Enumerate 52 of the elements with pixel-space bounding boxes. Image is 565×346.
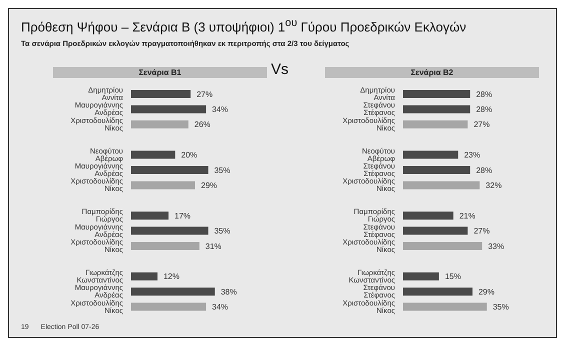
data-label: 34%	[212, 105, 228, 114]
data-label: 33%	[488, 242, 504, 251]
bar	[403, 120, 468, 128]
bar	[403, 181, 480, 190]
bar	[403, 166, 470, 174]
bar	[131, 242, 200, 250]
bar	[403, 272, 439, 280]
data-label: 35%	[492, 302, 509, 312]
bar	[131, 166, 208, 174]
bar	[403, 242, 482, 250]
data-label: 34%	[212, 302, 228, 312]
data-label: 32%	[486, 181, 502, 190]
bar	[131, 181, 196, 190]
chart-title: Σενάρια Β2	[325, 67, 539, 78]
bar	[403, 212, 454, 220]
data-label: 12%	[163, 272, 180, 282]
bar	[131, 288, 215, 296]
data-label: 27%	[474, 226, 490, 236]
chart-title: Σενάρια Β1	[53, 67, 267, 78]
data-label: 28%	[476, 105, 492, 114]
data-label: 38%	[220, 287, 237, 296]
text: Πρόθεση Ψήφου – Σενάρια Β (3 υποψήφιοι) 1$^{ου}$ Γύρου Προεδρικών Εκλογών	[21, 17, 466, 34]
bar	[131, 272, 158, 280]
data-label: 31%	[205, 242, 222, 251]
bar	[403, 150, 458, 159]
data-label: 29%	[478, 287, 495, 296]
data-label: 17%	[174, 211, 191, 220]
data-label: 15%	[444, 272, 461, 282]
data-label: 20%	[181, 150, 198, 160]
bar	[403, 90, 470, 98]
bar	[131, 120, 188, 128]
bar	[403, 226, 468, 235]
bar	[131, 226, 208, 235]
bar	[131, 150, 176, 159]
bar	[131, 302, 206, 311]
data-label: 28%	[476, 90, 492, 99]
data-label: 35%	[214, 226, 230, 236]
bar	[403, 288, 472, 296]
bar	[403, 105, 470, 114]
bar	[131, 90, 191, 98]
data-label: 29%	[201, 181, 218, 190]
data-label: 35%	[214, 166, 230, 175]
text: Vs	[271, 61, 289, 78]
data-label: 23%	[464, 150, 480, 160]
data-label: 21%	[459, 211, 476, 220]
bar	[131, 105, 206, 114]
bar	[403, 302, 487, 311]
data-label: 28%	[476, 166, 492, 175]
bar	[131, 212, 169, 220]
data-label: 27%	[474, 120, 490, 130]
data-label: 27%	[196, 90, 213, 99]
data-label: 26%	[194, 120, 210, 130]
